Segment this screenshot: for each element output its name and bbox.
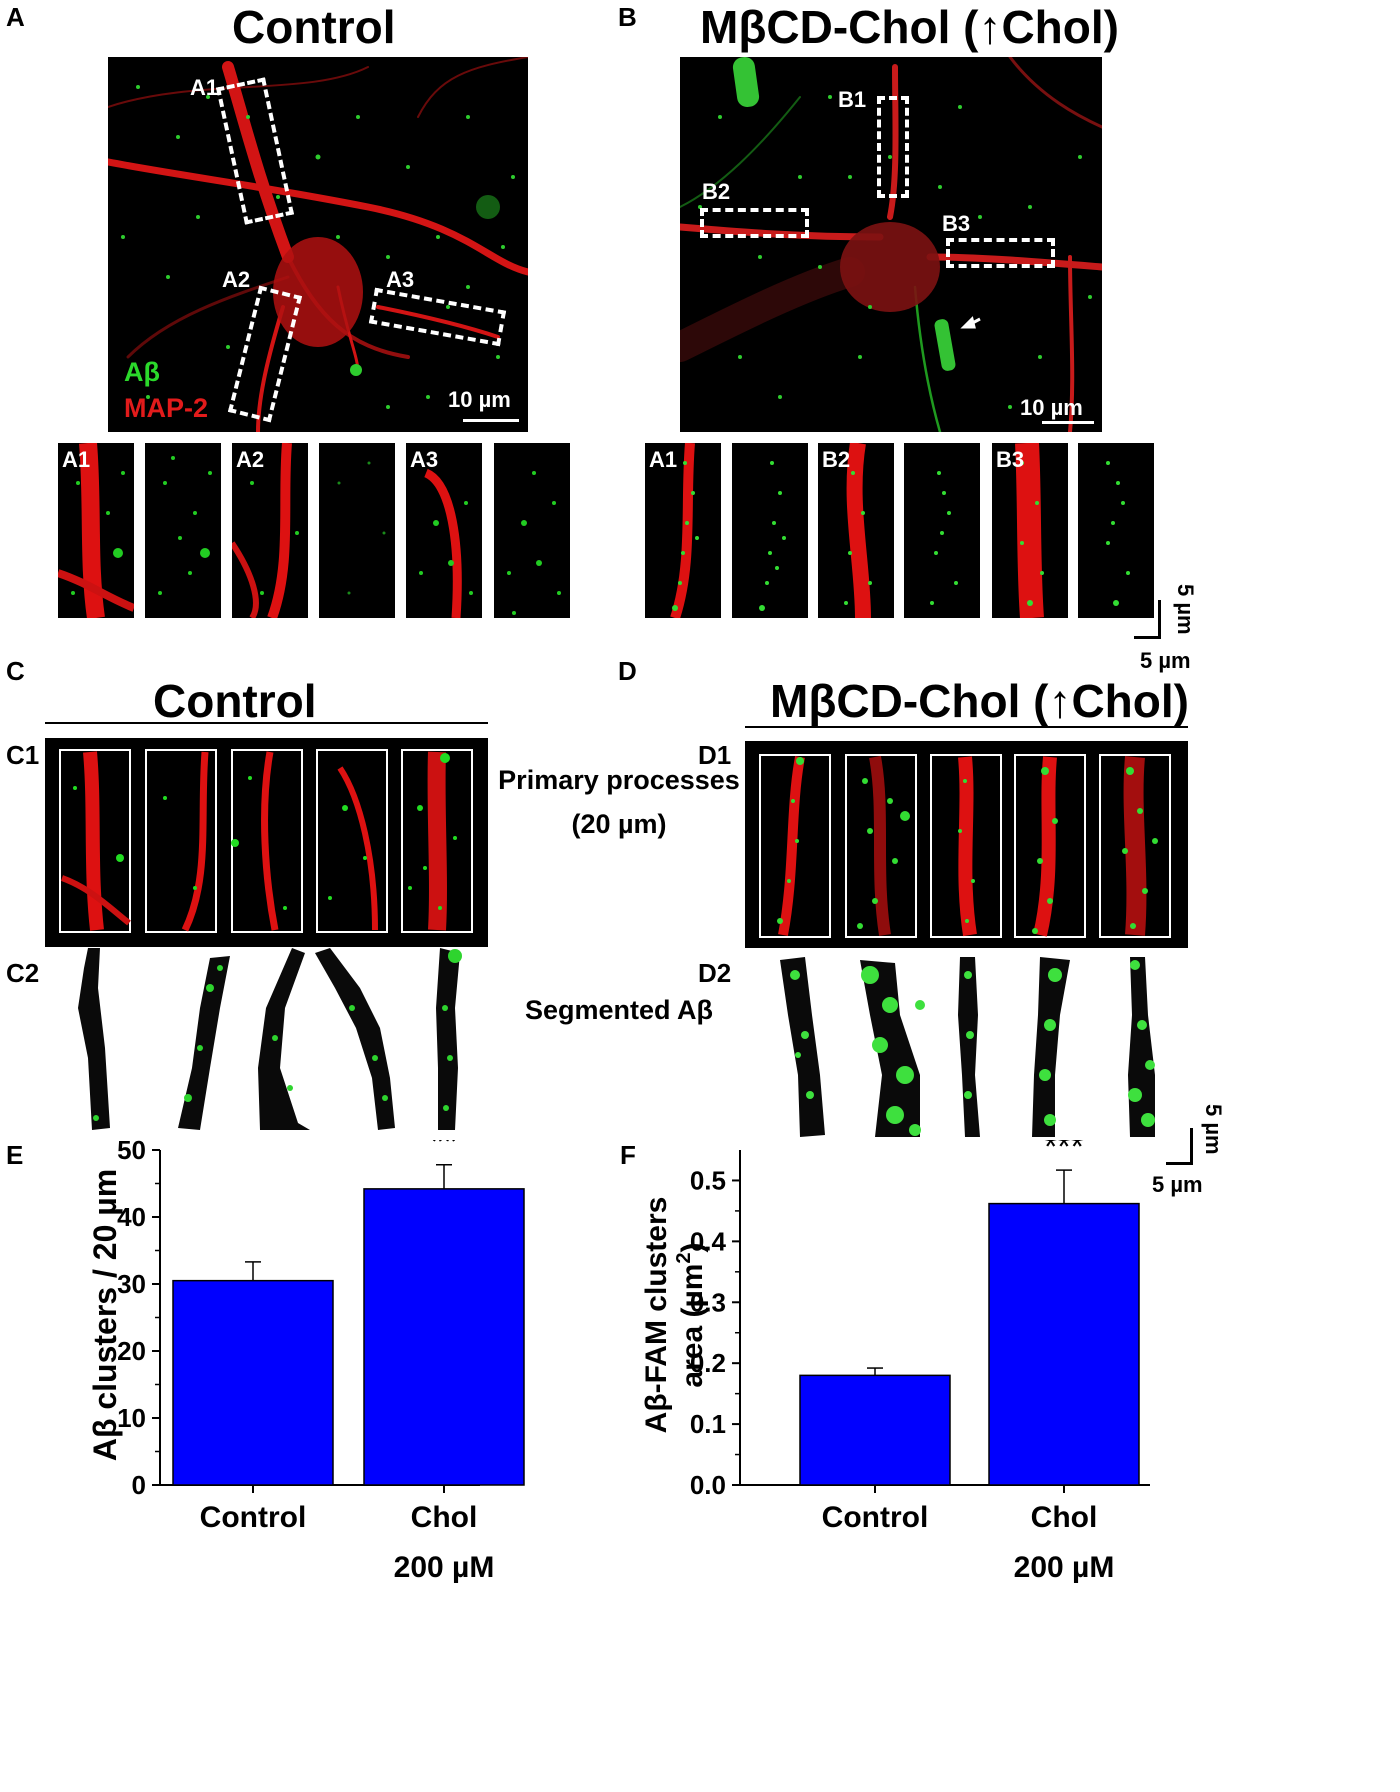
segmented-ab-label: Segmented Aβ: [524, 995, 713, 1025]
y-axis-label-line2: area (µm2): [673, 1242, 709, 1387]
x-tick-label: Control: [200, 1501, 307, 1534]
panel-label-d: D: [618, 656, 637, 686]
scalebar-1-horizontal-label: 5 µm: [1140, 648, 1191, 673]
d1-strip-row: [745, 741, 1188, 948]
panel-c-title: Control: [153, 675, 317, 727]
strip-b3-merge: B3: [992, 443, 1068, 618]
panel-b-title: MβCD-Chol (↑Chol): [700, 1, 1119, 53]
y-tick-label: 0.0: [690, 1470, 726, 1500]
significance-marker: **: [431, 1140, 457, 1161]
strip-b3-ab: [1078, 443, 1154, 618]
strip-b1-ab: [732, 443, 808, 618]
panel-label-a: A: [6, 2, 25, 32]
strip-b1-merge: A1: [645, 443, 721, 618]
x-tick-sublabel: 200 µM: [1014, 1551, 1115, 1584]
chart-f-cluster-area: 0.0 0.1 0.2 0.3 0.4 0.5 Control Chol 200 µM *** Aβ…: [640, 1140, 1150, 1584]
y-tick-label: 50: [117, 1140, 146, 1165]
strip-label-b-1: A1: [649, 447, 678, 472]
y-tick-label: 0.4: [690, 1226, 727, 1256]
y-tick-label: 0.5: [690, 1165, 726, 1195]
strip-label-b-3: B2: [822, 447, 851, 472]
scale-bar-a: [463, 419, 519, 422]
chart-e-ab-clusters: 0 10 20 30 40 50 Control Chol 200 µM ** Aβ cluster…: [87, 1140, 525, 1584]
bar: [988, 1202, 1140, 1486]
bar: [363, 1188, 525, 1486]
x-tick-label: Chol: [1031, 1501, 1098, 1534]
y-tick-label: 0.3: [690, 1287, 726, 1317]
panel-label-b: B: [618, 2, 637, 32]
strip-label-5: A3: [410, 447, 439, 472]
row-c1-label: C1: [6, 740, 40, 770]
box-b2-label: B2: [702, 179, 731, 204]
scalebar-2-vertical: [1190, 1128, 1193, 1164]
bar: [172, 1279, 334, 1486]
box-b1-label: B1: [838, 87, 867, 112]
scalebar-2-horizontal: [1166, 1162, 1193, 1165]
scale-bar-b: [1042, 421, 1094, 424]
box-b3: [946, 238, 1055, 268]
panel-label-c: C: [6, 656, 25, 686]
bar: [799, 1374, 951, 1486]
panel-d-title-rule: [745, 726, 1188, 728]
strip-a1-ab: [145, 443, 221, 618]
legend-ab: Aβ: [124, 357, 160, 387]
y-tick-label: 0.1: [690, 1409, 726, 1439]
strip-b2-merge: B2: [818, 443, 894, 618]
strip-a2-ab: [319, 443, 395, 618]
box-a2-label: A2: [222, 267, 251, 292]
box-b3-label: B3: [942, 211, 971, 236]
box-a3-label: A3: [386, 267, 415, 292]
y-tick-label: 0.2: [690, 1348, 726, 1378]
box-b2: [700, 208, 809, 238]
c1-strip-row: [45, 738, 488, 947]
strip-a3-merge: A3: [406, 443, 482, 618]
scalebar-1-horizontal: [1134, 636, 1161, 639]
row-d1-label: D1: [698, 740, 732, 770]
y-tick-label: 10: [117, 1403, 146, 1433]
panel-a-title: Control: [232, 1, 396, 53]
primary-processes-label: Primary processes (20 µm): [498, 765, 740, 839]
scalebar-2-horizontal-label: 5 µm: [1152, 1172, 1203, 1197]
box-a1-label: A1: [190, 75, 219, 100]
y-tick-label: 0: [132, 1470, 146, 1500]
strip-b2-ab: [904, 443, 980, 618]
strip-label-b-5: B3: [996, 447, 1025, 472]
panel-c-title-rule: [45, 722, 488, 724]
panel-label-e: E: [6, 1140, 24, 1170]
y-axis-label-line1: Aβ-FAM clusters: [640, 1197, 673, 1434]
scalebar-1-vertical-label: 5 µm: [1173, 584, 1198, 635]
x-tick-label: Control: [822, 1501, 929, 1534]
panel-label-f: F: [620, 1140, 636, 1170]
control-neuron-image: [108, 57, 528, 432]
micrograph-control: A1 A2 A3 Aβ MAP-2 10 µm: [108, 57, 528, 432]
scalebar-1-vertical: [1158, 600, 1161, 638]
box-b1: [877, 96, 909, 198]
strip-label-1: A1: [62, 447, 91, 472]
scalebar-2-vertical-label: 5 µm: [1201, 1104, 1226, 1155]
d2-segmented-ab: [780, 957, 1155, 1137]
row-d2-label: D2: [698, 958, 732, 988]
y-tick-label: 40: [117, 1202, 146, 1232]
x-tick-label: Chol: [411, 1501, 478, 1534]
x-tick-sublabel: 200 µM: [394, 1551, 495, 1584]
y-tick-label: 20: [117, 1336, 146, 1366]
y-axis-label: Aβ clusters / 20 µm: [87, 1169, 123, 1461]
strip-a3-ab: [494, 443, 570, 618]
y-tick-label: 30: [117, 1269, 146, 1299]
legend-map2: MAP-2: [124, 393, 209, 423]
strip-a2-merge: A2: [232, 443, 308, 618]
scale-label-b: 10 µm: [1020, 395, 1083, 420]
micrograph-chol: B1 B2 B3 10 µm: [680, 57, 1102, 432]
significance-marker: ***: [1044, 1140, 1084, 1166]
c2-segmented-ab: [78, 948, 462, 1130]
row-c2-label: C2: [6, 958, 40, 988]
strip-a1-merge: A1: [58, 443, 134, 618]
strip-label-3: A2: [236, 447, 265, 472]
scale-label-a: 10 µm: [448, 387, 511, 412]
panel-d-title: MβCD-Chol (↑Chol): [770, 675, 1189, 727]
